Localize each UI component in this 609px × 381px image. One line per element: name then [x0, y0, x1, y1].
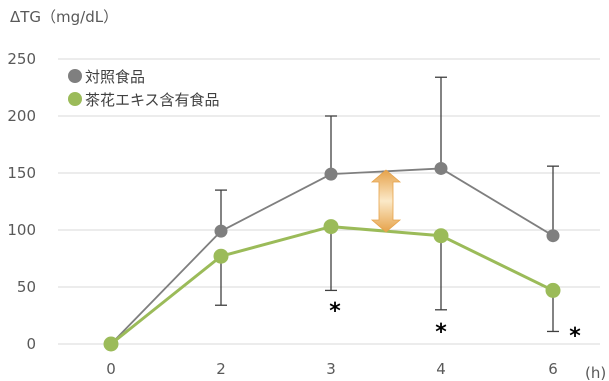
significance-star: *	[569, 324, 581, 349]
significance-star: *	[435, 320, 447, 345]
error-bars	[215, 76, 559, 333]
data-point	[323, 219, 339, 235]
x-tick-labels: 0 2 3 4 6	[106, 360, 558, 378]
y-tick-labels: 0 50 100 150 200 250	[7, 50, 36, 353]
data-point	[546, 229, 560, 243]
data-point	[213, 248, 229, 264]
data-points	[103, 161, 561, 352]
y-axis-label: ΔTG（mg/dL）	[10, 8, 118, 26]
significance-star: *	[329, 299, 341, 324]
series-line-2	[110, 225, 554, 346]
data-point	[434, 161, 448, 175]
x-tick-label: 2	[216, 360, 226, 378]
legend-label-2: 茶花エキス含有食品	[85, 91, 220, 109]
data-point	[103, 336, 119, 352]
x-tick-label: 3	[326, 360, 336, 378]
x-tick-label: 6	[548, 360, 558, 378]
legend-label-1: 対照食品	[85, 68, 145, 86]
y-tick-label: 100	[7, 221, 36, 239]
legend-marker-1	[68, 69, 82, 83]
data-point	[545, 282, 561, 298]
significance-markers: * * *	[329, 299, 581, 349]
x-tick-label: 4	[436, 360, 446, 378]
y-tick-label: 50	[17, 278, 36, 296]
double-arrow-shape	[370, 169, 402, 233]
y-tick-label: 0	[26, 335, 36, 353]
difference-arrow-icon	[370, 169, 402, 233]
y-tick-label: 200	[7, 107, 36, 125]
y-tick-label: 250	[7, 50, 36, 68]
data-point	[433, 228, 449, 244]
x-tick-label: 0	[106, 360, 116, 378]
x-axis-unit: (h)	[585, 364, 606, 381]
data-point	[324, 167, 338, 181]
data-point	[214, 224, 228, 238]
y-tick-label: 150	[7, 164, 36, 182]
legend-marker-2	[68, 92, 82, 106]
